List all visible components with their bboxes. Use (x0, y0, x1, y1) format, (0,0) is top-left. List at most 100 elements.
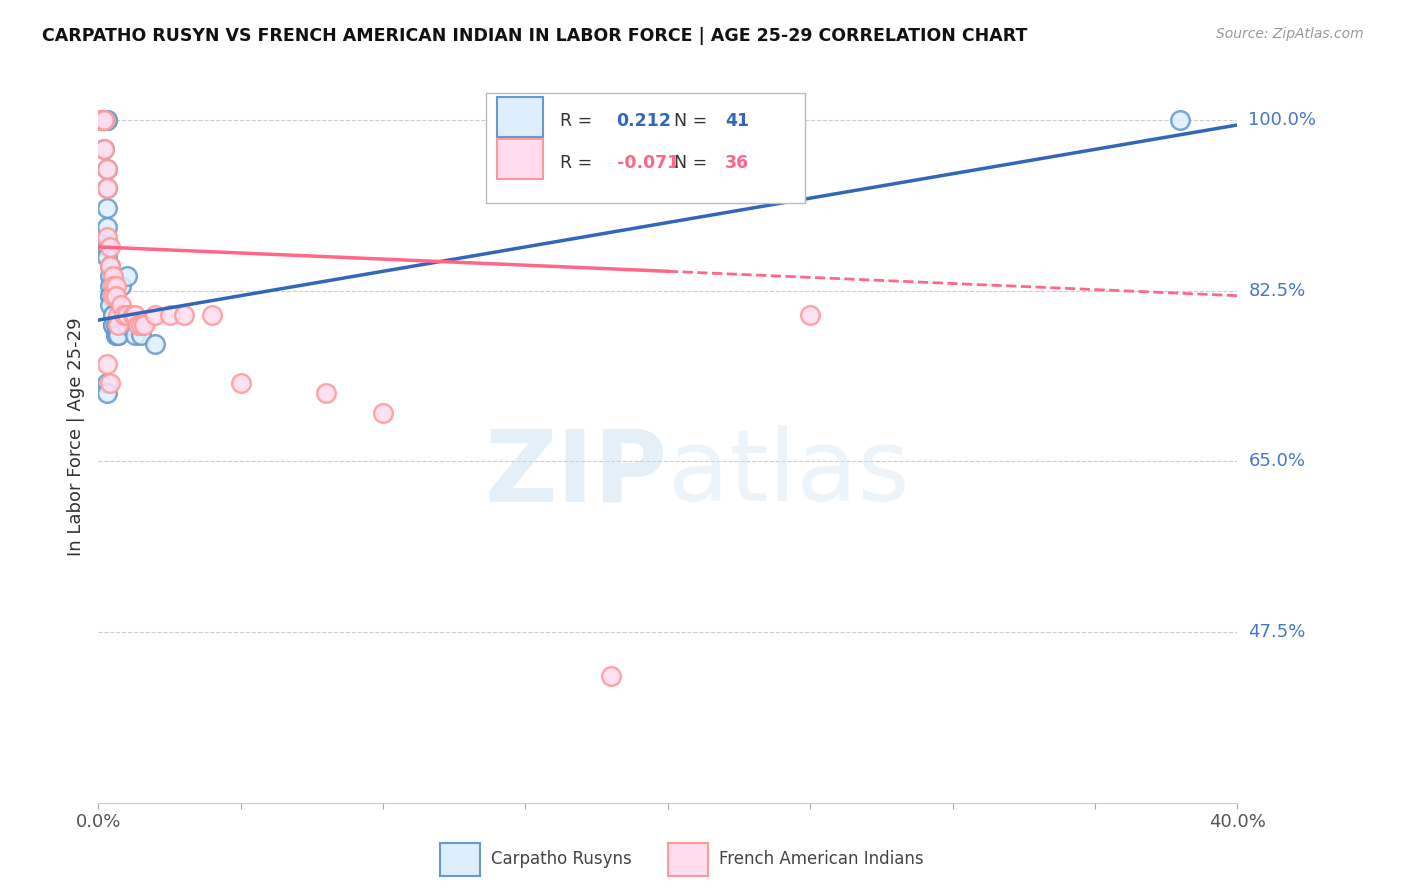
Text: 36: 36 (725, 153, 749, 172)
Point (96, 357, 118, 371)
Point (96, 240, 118, 254)
Point (96, 220, 118, 235)
Point (132, 318, 155, 332)
Point (98, 269, 121, 284)
Point (101, 318, 124, 332)
Point (101, 269, 124, 284)
Point (98, 279, 121, 293)
Point (96, 181, 118, 195)
Text: 0.212: 0.212 (617, 112, 672, 130)
Point (115, 269, 138, 284)
Point (93, 113, 115, 128)
Point (98, 288, 121, 302)
Point (104, 318, 127, 332)
Point (93, 142, 115, 156)
Point (96, 161, 118, 176)
Text: 100.0%: 100.0% (1249, 112, 1316, 129)
Point (96, 376, 118, 391)
Point (121, 318, 143, 332)
Point (315, 386, 337, 401)
Text: 41: 41 (725, 112, 749, 130)
Point (98, 240, 121, 254)
Text: ZIP: ZIP (485, 425, 668, 522)
Text: French American Indians: French American Indians (718, 850, 924, 868)
Point (145, 308, 167, 322)
Point (104, 327, 127, 342)
Point (115, 308, 138, 322)
Text: atlas: atlas (668, 425, 910, 522)
Point (107, 327, 129, 342)
Text: R =: R = (560, 112, 592, 130)
Point (98, 298, 121, 312)
Point (98, 376, 121, 391)
Point (96, 230, 118, 244)
Point (112, 308, 135, 322)
Text: N =: N = (673, 112, 707, 130)
Point (93, 113, 115, 128)
Point (96, 113, 118, 128)
Point (96, 386, 118, 401)
Point (121, 308, 143, 322)
Point (98, 288, 121, 302)
Point (145, 337, 167, 351)
Point (96, 161, 118, 176)
Point (96, 113, 118, 128)
Text: 65.0%: 65.0% (1249, 452, 1305, 470)
Point (159, 308, 181, 322)
Point (90, 113, 112, 128)
Point (90, 113, 112, 128)
FancyBboxPatch shape (440, 843, 479, 876)
Point (107, 327, 129, 342)
Point (124, 308, 146, 322)
Point (115, 318, 138, 332)
Point (201, 308, 224, 322)
Point (101, 318, 124, 332)
Point (104, 288, 127, 302)
Point (96, 181, 118, 195)
Point (799, 308, 821, 322)
Point (96, 201, 118, 215)
Text: 47.5%: 47.5% (1249, 624, 1306, 641)
Y-axis label: In Labor Force | Age 25-29: In Labor Force | Age 25-29 (66, 318, 84, 557)
Point (107, 308, 129, 322)
Point (90, 113, 112, 128)
Point (1170, 113, 1192, 128)
Point (93, 113, 115, 128)
Point (173, 308, 195, 322)
Point (96, 250, 118, 264)
Point (101, 308, 124, 322)
Point (129, 327, 152, 342)
Text: CARPATHO RUSYN VS FRENCH AMERICAN INDIAN IN LABOR FORCE | AGE 25-29 CORRELATION : CARPATHO RUSYN VS FRENCH AMERICAN INDIAN… (42, 27, 1028, 45)
Text: 82.5%: 82.5% (1249, 282, 1306, 300)
Point (90, 113, 112, 128)
Text: Source: ZipAtlas.com: Source: ZipAtlas.com (1216, 27, 1364, 41)
Text: -0.071: -0.071 (617, 153, 679, 172)
Point (101, 308, 124, 322)
Point (129, 318, 152, 332)
Point (107, 318, 129, 332)
Point (110, 308, 132, 322)
FancyBboxPatch shape (485, 94, 804, 203)
Point (373, 406, 395, 420)
Point (93, 113, 115, 128)
Point (93, 113, 115, 128)
Point (229, 376, 252, 391)
Point (101, 288, 124, 302)
Text: Carpatho Rusyns: Carpatho Rusyns (491, 850, 633, 868)
Point (127, 318, 149, 332)
Point (101, 279, 124, 293)
FancyBboxPatch shape (498, 97, 543, 137)
Text: R =: R = (560, 153, 592, 172)
Point (112, 308, 135, 322)
Point (124, 327, 146, 342)
FancyBboxPatch shape (668, 843, 707, 876)
FancyBboxPatch shape (498, 138, 543, 179)
Point (110, 279, 132, 293)
Point (93, 142, 115, 156)
Point (110, 298, 132, 312)
Point (600, 669, 623, 683)
Point (104, 279, 127, 293)
Point (98, 260, 121, 274)
Point (98, 260, 121, 274)
Text: N =: N = (673, 153, 707, 172)
